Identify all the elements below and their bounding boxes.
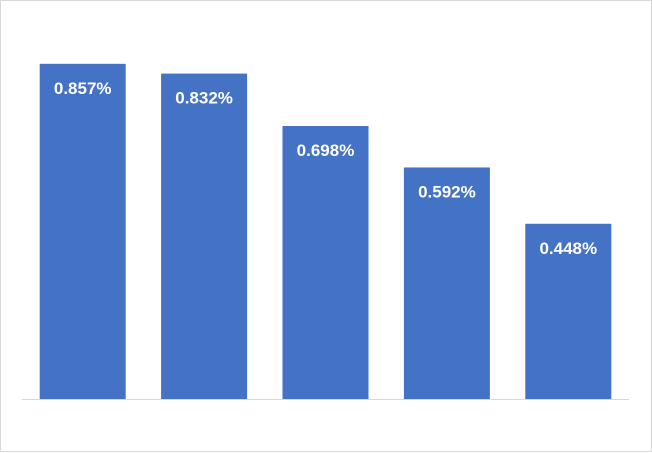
data-label-5: 0.448%	[539, 239, 597, 258]
bars-group	[39, 63, 612, 400]
data-label-4: 0.592%	[418, 182, 476, 201]
data-label-1: 0.857%	[54, 79, 112, 98]
bar-4	[403, 167, 490, 399]
bar-3	[282, 126, 369, 399]
bar-1	[39, 63, 126, 399]
bar-5	[525, 223, 612, 399]
data-label-3: 0.698%	[297, 141, 355, 160]
bar-2	[161, 73, 248, 400]
data-labels-group: 0.857% 0.832% 0.698% 0.592% 0.448%	[54, 79, 597, 258]
data-label-2: 0.832%	[175, 89, 233, 108]
